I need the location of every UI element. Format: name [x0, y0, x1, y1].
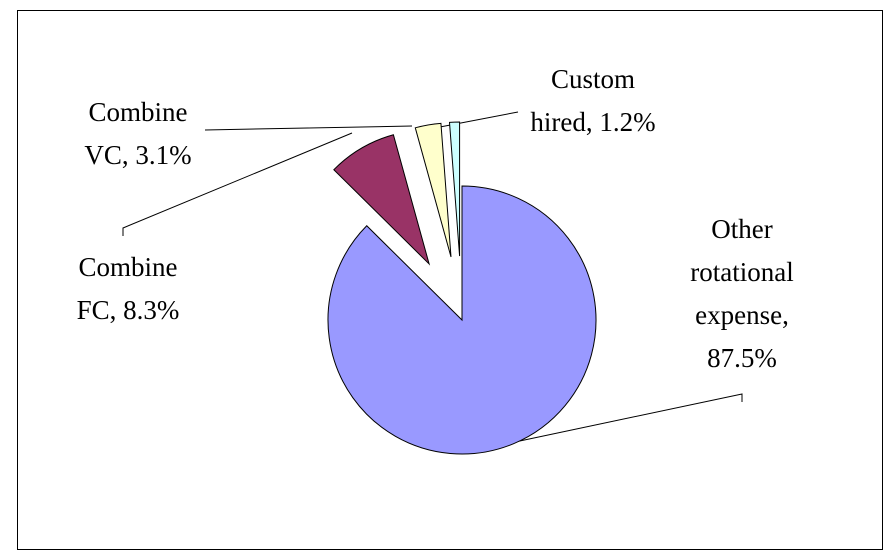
chart-frame [17, 10, 883, 550]
data-label: Other rotational expense, 87.5% [690, 214, 794, 373]
leader-line [122, 132, 353, 236]
data-label: Combine FC, 8.3% [76, 252, 180, 325]
pie [327, 121, 597, 455]
leader-line [204, 125, 413, 131]
pie-slice [448, 121, 461, 257]
pie-slice [333, 134, 431, 266]
leader-lines [122, 111, 743, 443]
leader-line [514, 393, 743, 443]
pie-slice [414, 122, 452, 258]
data-label: Custom hired, 1.2% [530, 64, 656, 137]
pie-slice [327, 185, 597, 455]
data-label: Combine VC, 3.1% [84, 97, 192, 170]
